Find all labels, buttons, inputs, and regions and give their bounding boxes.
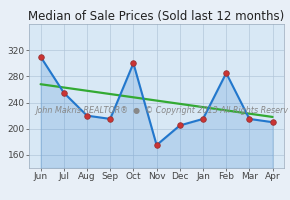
- Point: [201, 117, 205, 121]
- Point: [131, 62, 136, 65]
- Point: [85, 114, 89, 117]
- Point: [270, 121, 275, 124]
- Point: [154, 143, 159, 147]
- Point: [247, 117, 252, 121]
- Point: [61, 91, 66, 94]
- Point: [177, 124, 182, 127]
- Point: [224, 71, 229, 75]
- Title: Median of Sale Prices (Sold last 12 months): Median of Sale Prices (Sold last 12 mont…: [28, 10, 285, 23]
- Text: John Makris REALTOR®  ●  © Copyright 2013 All Rights Reserv: John Makris REALTOR® ● © Copyright 2013 …: [35, 106, 288, 115]
- Point: [108, 117, 113, 121]
- Point: [38, 55, 43, 58]
